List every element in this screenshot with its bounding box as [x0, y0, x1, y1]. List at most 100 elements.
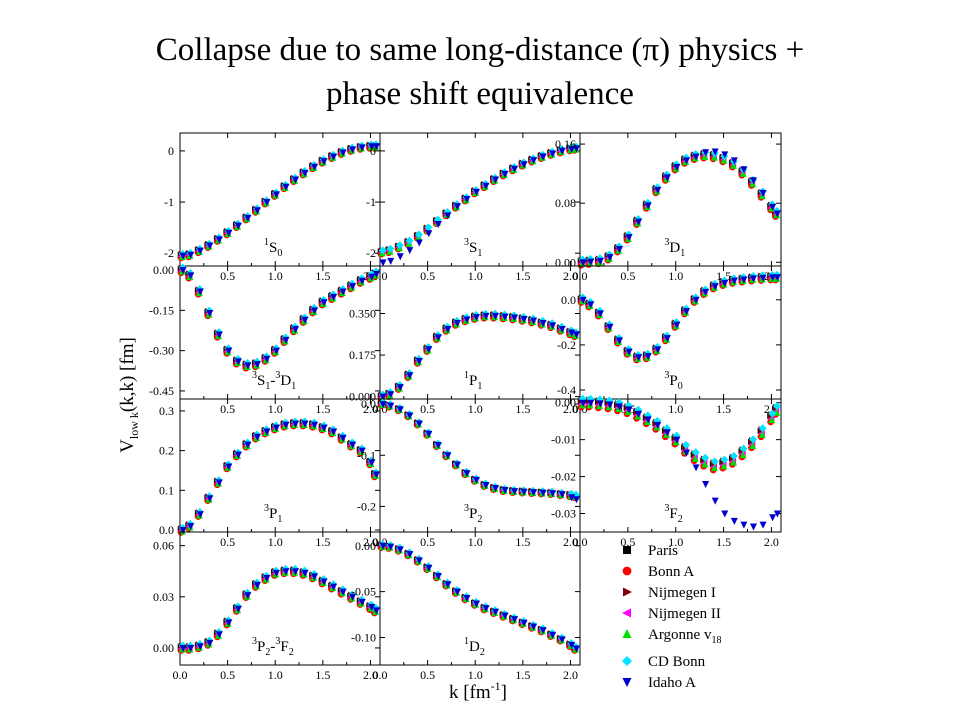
slide-title-line-2: phase shift equivalence	[326, 76, 634, 112]
y-tick-label: 0.175	[349, 348, 376, 362]
data-point	[635, 354, 643, 362]
data-point	[740, 166, 748, 174]
data-point	[244, 362, 252, 370]
y-tick-label: 0.00	[555, 255, 576, 269]
data-point	[587, 399, 595, 407]
data-point	[615, 403, 623, 411]
data-point	[549, 490, 557, 498]
data-point	[749, 441, 757, 449]
panel-frame	[579, 265, 782, 400]
data-point	[291, 176, 299, 184]
data-point	[282, 183, 290, 191]
data-point	[234, 605, 242, 613]
legend-marker	[623, 546, 631, 554]
data-point	[692, 153, 700, 161]
data-point	[740, 521, 748, 529]
data-point	[773, 510, 781, 518]
data-point	[721, 279, 729, 287]
data-point	[272, 347, 280, 355]
x-axis-label-sup: -1	[491, 679, 501, 693]
y-axis-label: Vlow k(k,k) [fm]	[117, 337, 141, 453]
data-point	[434, 573, 442, 581]
data-point	[253, 581, 261, 589]
data-point	[625, 348, 633, 356]
data-point	[349, 441, 357, 449]
x-tick-label: 0.0	[173, 668, 188, 682]
x-tick-label: 1.5	[315, 535, 330, 549]
data-point	[749, 435, 758, 444]
x-tick-label: 2.0	[363, 535, 378, 549]
data-point	[654, 421, 662, 429]
data-point	[572, 145, 580, 153]
data-point	[330, 153, 338, 161]
data-point	[358, 598, 366, 606]
data-point	[472, 600, 480, 608]
data-point	[396, 253, 404, 261]
data-point	[444, 452, 452, 460]
data-point	[579, 399, 587, 407]
data-point	[453, 203, 461, 211]
data-point	[587, 258, 595, 266]
data-point	[379, 401, 387, 409]
data-point	[415, 358, 423, 365]
y-tick-label: -1	[164, 195, 174, 209]
legend-marker	[623, 587, 632, 597]
data-point	[434, 334, 442, 342]
data-point	[358, 277, 366, 285]
x-tick-label: 2.0	[363, 402, 378, 416]
data-point	[406, 247, 414, 255]
data-point	[358, 447, 366, 455]
data-point	[579, 259, 587, 267]
x-tick-label: 1.0	[268, 269, 283, 283]
data-point	[759, 521, 767, 529]
data-point	[387, 391, 395, 399]
panel-frame	[179, 398, 381, 533]
data-point	[558, 636, 566, 644]
data-point	[386, 244, 395, 253]
data-point	[549, 631, 557, 639]
x-tick-label: 1.5	[315, 668, 330, 682]
data-point	[759, 274, 767, 282]
data-point	[644, 202, 652, 210]
data-point	[768, 416, 776, 424]
data-point	[339, 149, 347, 157]
data-point	[654, 186, 662, 194]
x-tick-label: 0.5	[220, 269, 235, 283]
data-point	[587, 301, 595, 309]
data-point	[520, 315, 528, 323]
data-point	[758, 192, 766, 200]
data-point	[215, 631, 223, 639]
data-point	[539, 153, 547, 161]
data-point	[539, 320, 547, 327]
data-point	[530, 157, 538, 165]
data-point	[606, 254, 614, 262]
data-point	[234, 358, 242, 366]
y-tick-label: 0.1	[159, 483, 174, 497]
panel-label: 1S0	[264, 237, 282, 259]
data-point	[682, 440, 691, 449]
x-tick-label: 1.0	[268, 535, 283, 549]
data-point	[596, 400, 604, 408]
data-point	[311, 163, 319, 171]
y-axis-label-sub: low k	[127, 412, 141, 439]
data-point	[663, 429, 671, 437]
x-tick-label: 0.5	[220, 402, 235, 416]
data-point	[282, 421, 290, 429]
legend-label: Argonne v18	[648, 627, 721, 646]
legend-label: Idaho A	[648, 675, 696, 691]
data-point	[263, 428, 271, 436]
data-point	[759, 189, 767, 197]
data-point	[482, 481, 490, 489]
x-tick-label: 1.0	[468, 269, 483, 283]
x-tick-label: 0.5	[420, 269, 435, 283]
data-point	[179, 644, 187, 652]
panel-11: 0.0 0.5 1.0 1.5 2.00.00-0.05-0.10 1D2	[351, 531, 581, 682]
panels-group: 0.5 1.0 1.5 2.0 0 -1 -2 1S0 0.0 0.5 1.0 1.5 2.0 0 -1 -2…	[149, 132, 782, 682]
y-tick-label: 0.08	[555, 196, 576, 210]
data-point	[773, 274, 781, 282]
y-tick-label: 0.00	[153, 263, 174, 277]
x-axis-label-main: k [fm	[449, 682, 491, 703]
x-tick-label: 0.5	[220, 668, 235, 682]
